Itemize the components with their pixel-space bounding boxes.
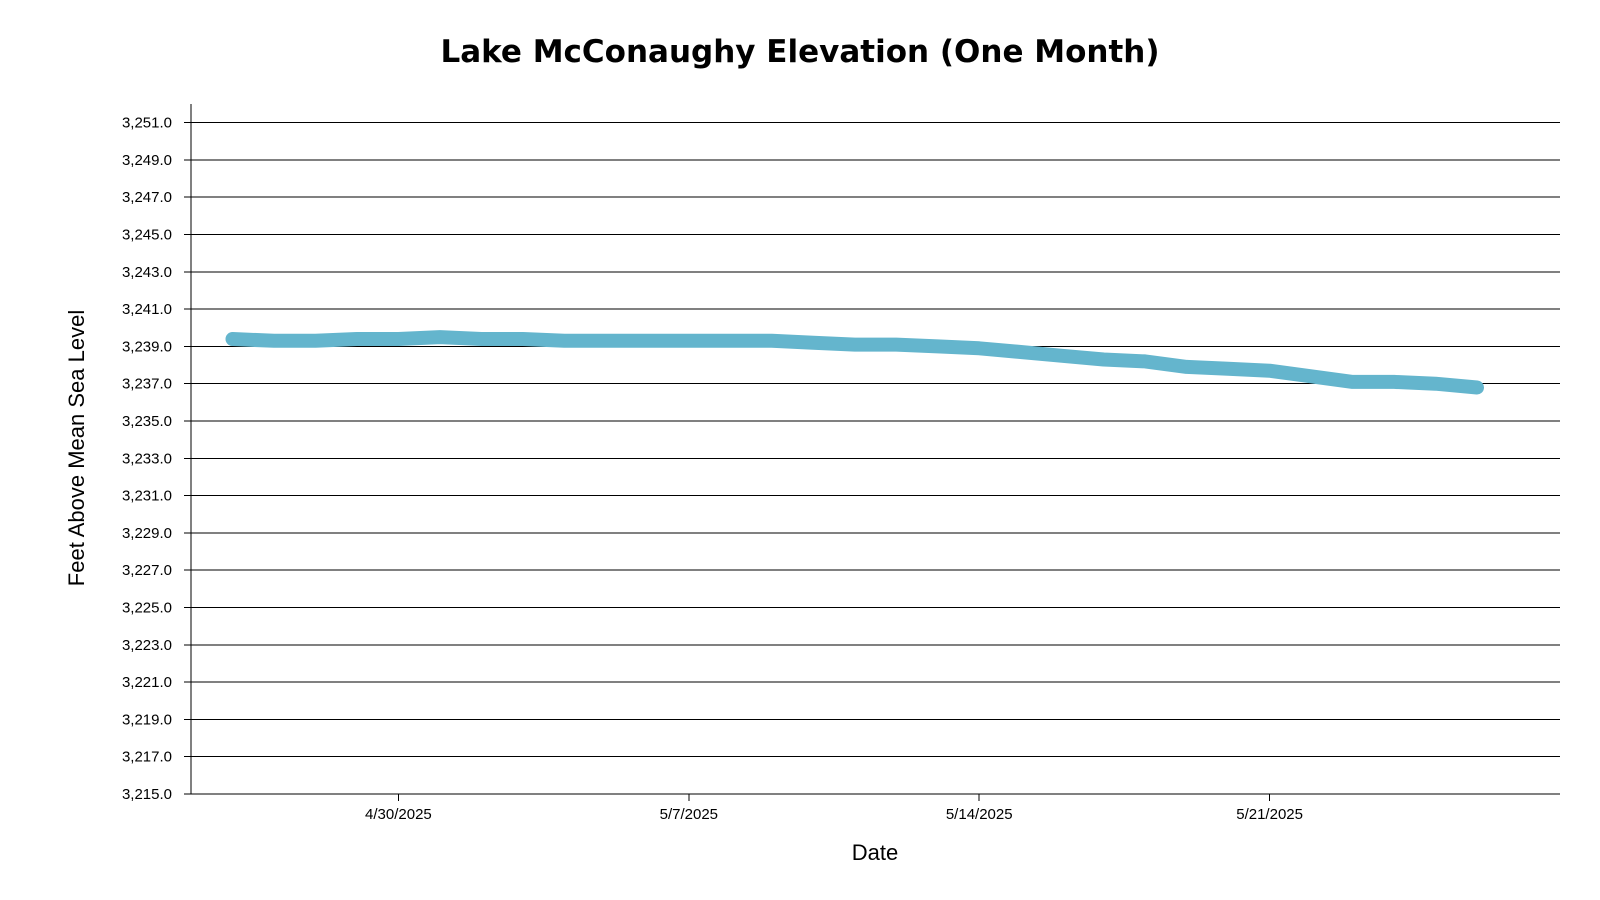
series-layer (225, 330, 1484, 395)
elevation-series-line (225, 330, 1484, 395)
y-tick-label: 3,223.0 (122, 637, 172, 654)
y-tick-label: 3,243.0 (122, 264, 172, 281)
y-axis-ticks: 3,215.0 3,217.0 3,219.0 3,221.0 3,223.0 3,225… (122, 115, 191, 803)
y-tick-label: 3,247.0 (122, 189, 172, 206)
y-tick-label: 3,229.0 (122, 525, 172, 542)
y-tick-label: 3,233.0 (122, 450, 172, 467)
x-tick-label: 5/21/2025 (1236, 806, 1303, 823)
y-tick-label: 3,251.0 (122, 115, 172, 132)
x-tick-label: 5/14/2025 (946, 806, 1013, 823)
y-tick-label: 3,241.0 (122, 301, 172, 318)
y-tick-label: 3,221.0 (122, 674, 172, 691)
y-tick-label: 3,249.0 (122, 152, 172, 169)
y-tick-label: 3,215.0 (122, 786, 172, 803)
y-tick-label: 3,227.0 (122, 562, 172, 579)
chart-title: Lake McConaughy Elevation (One Month) (440, 34, 1159, 70)
y-axis-title: Feet Above Mean Sea Level (64, 310, 89, 586)
x-tick-label: 4/30/2025 (365, 806, 432, 823)
y-tick-label: 3,245.0 (122, 227, 172, 244)
y-tick-label: 3,235.0 (122, 413, 172, 430)
y-tick-label: 3,217.0 (122, 749, 172, 766)
axes (190, 104, 1560, 795)
y-tick-label: 3,231.0 (122, 488, 172, 505)
y-tick-label: 3,237.0 (122, 376, 172, 393)
x-axis-title: Date (852, 840, 898, 865)
x-axis-ticks: 4/30/2025 5/7/2025 5/14/2025 5/21/2025 (365, 794, 1303, 823)
y-tick-label: 3,239.0 (122, 338, 172, 355)
y-tick-label: 3,225.0 (122, 600, 172, 617)
y-tick-label: 3,219.0 (122, 711, 172, 728)
grid-lines (191, 122, 1560, 758)
x-tick-label: 5/7/2025 (660, 806, 718, 823)
